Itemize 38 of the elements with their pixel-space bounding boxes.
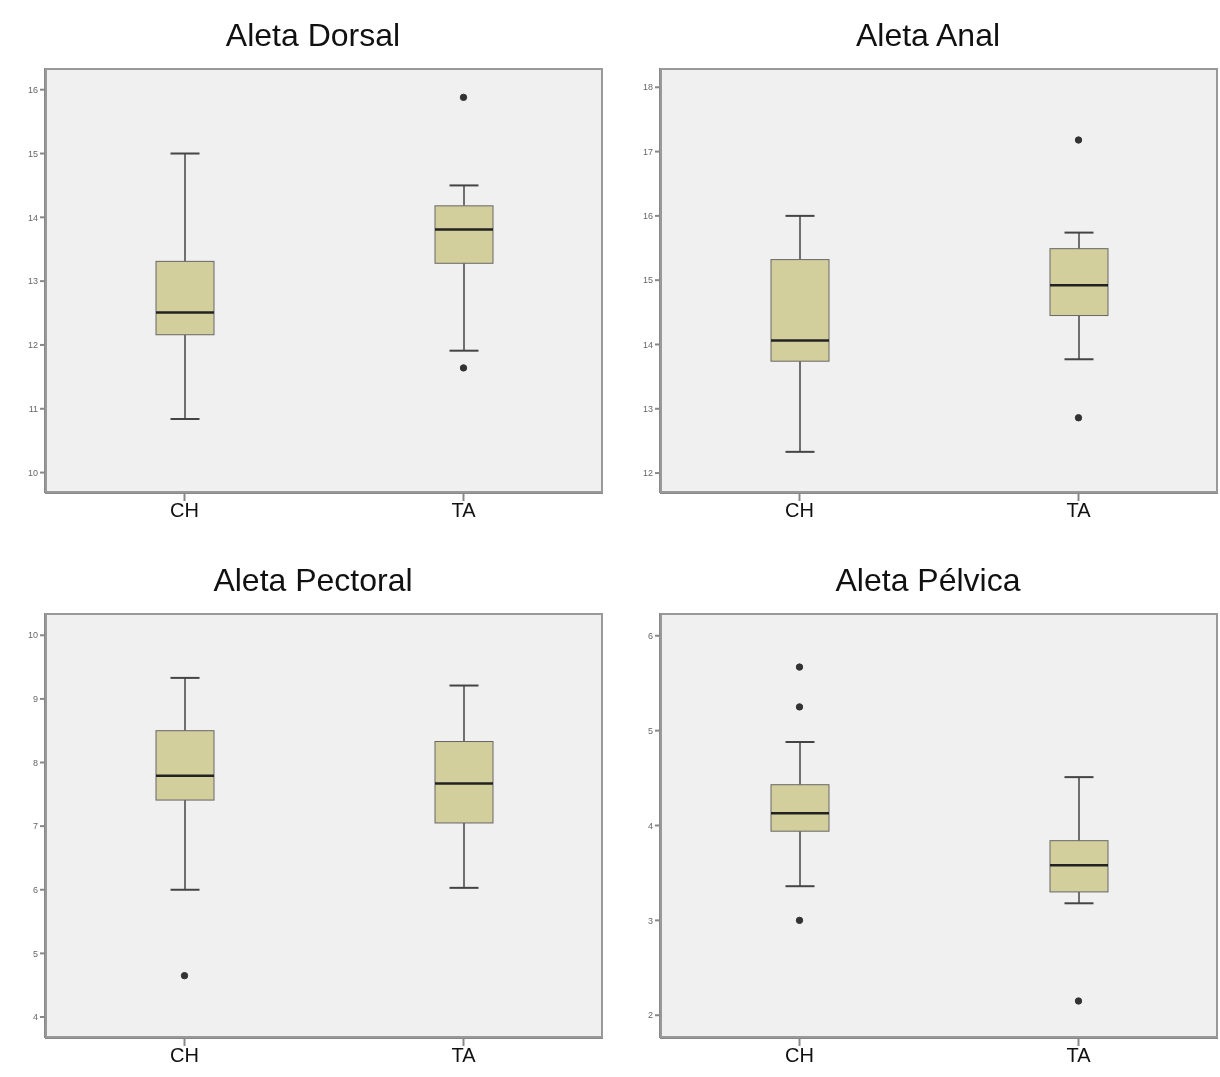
y-tick-label: 14 xyxy=(642,339,653,350)
y-tick-label: 12 xyxy=(27,340,38,351)
y-tick-label: 14 xyxy=(27,212,38,223)
y-tick-label: 17 xyxy=(642,146,653,157)
y-tick-label: 7 xyxy=(32,821,38,832)
x-tick-label: TA xyxy=(451,499,477,522)
y-tick-label: 16 xyxy=(642,211,653,222)
x-tick-label: TA xyxy=(451,1044,477,1067)
x-tick-label: CH xyxy=(785,1044,814,1067)
y-tick-label: 4 xyxy=(32,1012,38,1023)
y-tick-label: 11 xyxy=(28,403,38,414)
y-tick-label: 13 xyxy=(642,403,653,414)
y-tick-label: 16 xyxy=(27,84,38,95)
x-tick-label: CH xyxy=(785,499,814,522)
y-tick-label: 2 xyxy=(647,1010,653,1021)
y-tick-label: 18 xyxy=(642,82,653,93)
y-tick-label: 12 xyxy=(642,468,653,479)
y-tick-label: 6 xyxy=(32,884,38,895)
y-tick-label: 10 xyxy=(27,467,38,478)
chart-title: Aleta Pélvica xyxy=(834,561,1022,600)
x-tick-label: TA xyxy=(1066,499,1092,522)
y-tick-label: 15 xyxy=(27,148,38,159)
y-tick-label: 5 xyxy=(32,948,38,959)
y-tick-label: 4 xyxy=(647,820,653,831)
x-tick-label: CH xyxy=(170,1044,199,1067)
y-tick-label: 15 xyxy=(642,275,653,286)
chart-title: Aleta Pectoral xyxy=(212,561,414,600)
y-tick-label: 6 xyxy=(647,630,653,641)
chart-title: Aleta Dorsal xyxy=(224,16,402,55)
y-tick-label: 13 xyxy=(27,276,38,287)
y-tick-label: 8 xyxy=(32,757,38,768)
x-tick-label: CH xyxy=(170,499,199,522)
x-tick-label: TA xyxy=(1066,1044,1092,1067)
y-tick-label: 10 xyxy=(27,630,38,641)
y-tick-label: 9 xyxy=(32,694,38,705)
y-tick-label: 3 xyxy=(647,915,653,926)
y-tick-label: 5 xyxy=(647,725,653,736)
chart-title: Aleta Anal xyxy=(854,16,1002,55)
